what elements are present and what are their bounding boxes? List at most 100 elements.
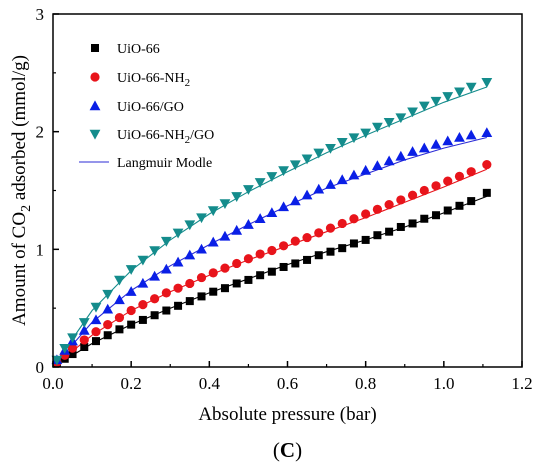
data-point [349, 239, 358, 248]
data-point [174, 301, 183, 310]
data-point [278, 241, 289, 251]
data-point [197, 292, 206, 301]
data-point [232, 279, 241, 288]
data-point [442, 135, 454, 146]
data-point [465, 82, 477, 93]
fit-curve [52, 86, 487, 368]
data-point [137, 277, 149, 288]
legend: UiO-66 UiO-66-NH2 UiO-66/GO UiO-66-NH2/G… [79, 42, 214, 171]
data-point [103, 320, 113, 330]
legend-label-uio66-nh2: UiO-66-NH2 [117, 71, 190, 89]
data-point [138, 300, 148, 310]
data-point [348, 133, 360, 144]
data-point [232, 258, 242, 269]
data-point [430, 96, 442, 107]
y-tick-label: 3 [36, 5, 45, 24]
data-point [161, 288, 171, 298]
data-point [371, 122, 383, 133]
data-point [172, 256, 184, 267]
data-point [430, 139, 442, 149]
data-point [150, 294, 160, 304]
data-point [67, 333, 78, 344]
data-point [150, 311, 159, 320]
legend-marker [89, 129, 101, 140]
y-tick-label: 1 [36, 240, 45, 259]
legend-marker [91, 44, 99, 52]
data-point [185, 297, 194, 306]
data-point [314, 228, 324, 238]
y-tick-label: 2 [36, 123, 45, 142]
plot-frame [52, 13, 523, 368]
axis-ticks [52, 13, 523, 368]
data-point [383, 155, 395, 166]
data-point [102, 289, 114, 300]
data-point [219, 199, 231, 210]
data-point [301, 189, 313, 200]
data-point [279, 262, 288, 271]
y-axis-title-rest: adsorbed (mmol/g) [9, 55, 30, 205]
data-point [373, 231, 382, 240]
data-point [219, 230, 231, 241]
data-point [114, 312, 125, 323]
data-point [360, 128, 372, 139]
data-point [127, 320, 136, 329]
legend-label-uio66-nh2-go: UiO-66-NH2/GO [117, 128, 214, 146]
data-point [431, 181, 441, 191]
data-point [313, 148, 325, 159]
data-point [91, 337, 100, 346]
x-tick-label: 0.2 [121, 374, 142, 393]
data-point [149, 246, 161, 257]
data-point [481, 127, 493, 138]
legend-label-uio66-go: UiO-66/GO [117, 100, 184, 115]
data-point [384, 200, 394, 210]
data-point [51, 355, 63, 366]
data-point [207, 206, 219, 217]
data-point [325, 179, 336, 189]
data-point [371, 160, 383, 170]
data-point [325, 223, 336, 233]
data-point [467, 197, 476, 206]
data-point [408, 219, 417, 228]
data-point [442, 92, 454, 102]
data-point [289, 195, 301, 206]
data-point [59, 343, 71, 354]
legend-label-uio66-nh2-main: UiO-66-NH [117, 71, 185, 86]
data-point [231, 192, 243, 202]
data-point [395, 113, 407, 124]
data-point [372, 204, 382, 214]
data-point [196, 213, 207, 224]
legend-label-uio66-nh2-go-suffix: /GO [190, 128, 214, 143]
legend-markers [89, 44, 101, 140]
data-point [78, 318, 90, 328]
data-point [67, 343, 78, 353]
data-point [443, 176, 453, 186]
data-point [301, 154, 313, 165]
data-point [455, 201, 464, 210]
y-axis-title-subscript: 2 [19, 205, 34, 212]
data-point [348, 169, 360, 180]
legend-marker [89, 100, 101, 111]
data-point [209, 287, 218, 296]
data-point [207, 236, 219, 247]
data-point [91, 327, 101, 337]
data-point [103, 331, 112, 340]
data-point [481, 78, 493, 88]
data-point [78, 324, 90, 335]
data-point [254, 213, 266, 223]
data-point [482, 188, 491, 197]
y-axis-title-main: Amount of CO [9, 212, 30, 326]
data-point [114, 294, 125, 305]
data-point [243, 219, 254, 229]
data-point [278, 166, 289, 177]
data-point [267, 245, 277, 256]
data-point [407, 146, 418, 156]
data-point [231, 224, 243, 235]
x-axis-title: Absolute pressure (bar) [198, 404, 376, 425]
data-point [125, 265, 137, 275]
data-point [220, 284, 229, 293]
data-point [465, 129, 477, 140]
data-point [255, 249, 265, 259]
data-markers [51, 78, 493, 368]
legend-marker [90, 72, 100, 82]
data-point [149, 270, 161, 281]
